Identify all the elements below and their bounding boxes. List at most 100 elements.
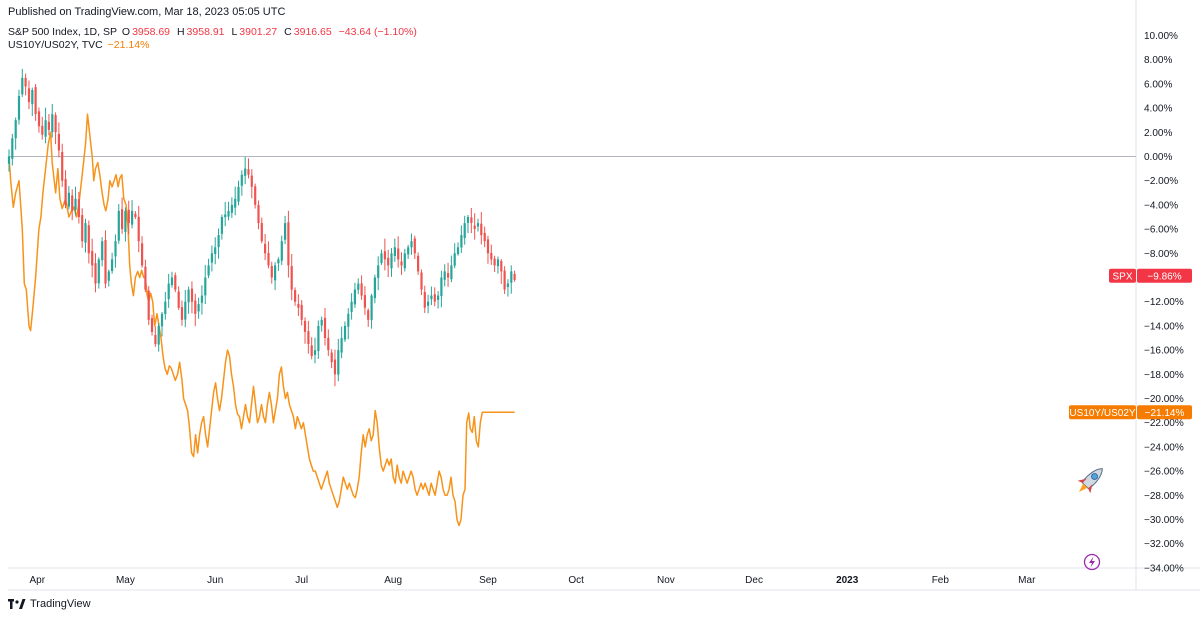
y-tick-label: 0.00% <box>1144 152 1172 163</box>
spx-candle-body <box>453 253 456 266</box>
x-tick-label: Aug <box>384 575 402 586</box>
spx-candle-body <box>397 248 400 260</box>
spx-candle-body <box>473 225 476 230</box>
spx-candle-body <box>383 251 386 260</box>
spx-value-tag-label: −9.86% <box>1147 271 1181 282</box>
y-tick-label: −6.00% <box>1144 225 1178 236</box>
spx-candle-body <box>393 247 396 256</box>
spx-candle-body <box>124 210 127 232</box>
spx-candle-body <box>21 77 24 95</box>
spx-candle-body <box>333 359 337 375</box>
spx-candle-body <box>107 271 110 281</box>
spx-candle-body <box>227 210 230 217</box>
y-tick-label: 6.00% <box>1144 79 1172 90</box>
spx-candle-body <box>41 125 44 135</box>
spx-candle-body <box>190 288 194 302</box>
x-tick-label: Jul <box>295 575 308 586</box>
spx-candle-body <box>460 235 463 248</box>
spx-candle-body <box>463 223 466 238</box>
spx-candle-body <box>111 259 114 271</box>
y-tick-label: −26.00% <box>1144 467 1184 478</box>
spx-candle-body <box>347 313 350 327</box>
spx-candle-body <box>74 198 77 210</box>
y-tick-label: −30.00% <box>1144 515 1184 526</box>
spx-candle-body <box>490 252 493 260</box>
us10y-value-tag <box>1137 405 1192 420</box>
spx-candle-body <box>367 310 370 320</box>
spx-candle-body <box>141 243 144 266</box>
spx-candle-body <box>104 240 107 284</box>
spx-candle-body <box>34 87 37 115</box>
spx-candle-body <box>117 210 120 241</box>
spx-candle-body <box>480 223 483 236</box>
x-tick-label: Nov <box>657 575 675 586</box>
us10y-us02y-line <box>8 113 515 527</box>
spx-candle-body <box>94 263 97 284</box>
spx-candle-body <box>267 253 270 266</box>
footer-brand[interactable]: TradingView <box>8 598 91 610</box>
spx-candle-body <box>343 325 347 340</box>
spx-candle-body <box>270 266 273 278</box>
spx-candle-body <box>443 271 446 280</box>
spx-candle-body <box>410 241 413 248</box>
spx-candle-body <box>170 277 174 285</box>
spx-close: C 3916.65 <box>284 26 332 38</box>
spx-candle-body <box>337 350 340 375</box>
spx-candle-body <box>373 277 376 299</box>
spx-candle-body <box>237 186 240 202</box>
spx-candle-body <box>447 273 450 278</box>
us10y-value: −21.14% <box>107 39 150 51</box>
spx-candle-body <box>81 215 84 242</box>
spx-candle-body <box>274 265 277 281</box>
spx-candle-body <box>91 251 94 266</box>
spx-legend[interactable]: S&P 500 Index, 1D, SP O 3958.69 H 3958.91 … <box>8 26 419 38</box>
y-tick-label: −18.00% <box>1144 370 1184 381</box>
spx-candle-body <box>27 88 31 103</box>
spx-candle-body <box>61 152 64 181</box>
spx-high: H 3958.91 <box>176 26 225 38</box>
spx-candle-body <box>204 277 207 296</box>
spx-candle-body <box>200 295 203 303</box>
spx-candle-body <box>320 319 323 326</box>
y-tick-label: 2.00% <box>1144 128 1172 139</box>
spx-candle-body <box>134 213 137 217</box>
spx-candle-body <box>67 192 70 207</box>
y-tick-label: −20.00% <box>1144 394 1184 405</box>
x-tick-label: Dec <box>745 575 763 586</box>
y-tick-label: −2.00% <box>1144 176 1178 187</box>
spx-candle-body <box>217 235 220 248</box>
spx-candle-body <box>157 325 160 345</box>
y-tick-label: 8.00% <box>1144 55 1172 66</box>
y-tick-label: −14.00% <box>1144 321 1184 332</box>
spx-candle-body <box>54 115 57 133</box>
us10y-legend[interactable]: US10Y/US02Y, TVC −21.14% <box>8 39 151 51</box>
spx-low: L 3901.27 <box>231 26 278 38</box>
spx-candle-body <box>466 217 470 223</box>
spx-candle-body <box>476 223 480 227</box>
lightning-icon[interactable] <box>1083 553 1101 571</box>
spx-candle-body <box>71 195 74 211</box>
spx-candle-body <box>297 303 300 308</box>
spx-candle-body <box>407 247 410 255</box>
spx-candle-body <box>496 259 500 267</box>
spx-candle-body <box>97 259 100 284</box>
spx-candle-body <box>307 331 310 344</box>
us10y-name-tag <box>1069 405 1136 420</box>
x-tick-label: Jun <box>207 575 223 586</box>
spx-candle-body <box>114 241 117 257</box>
spx-open: O 3958.69 <box>121 26 171 38</box>
spx-candle-body <box>357 283 360 290</box>
spx-candle-body <box>440 277 443 297</box>
spx-candle-body <box>184 301 187 320</box>
spx-candle-body <box>300 304 303 320</box>
spx-candle-body <box>323 317 327 338</box>
spx-candle-body <box>24 77 27 87</box>
spx-candle-body <box>131 210 134 225</box>
us10y-name-tag-label: US10Y/US02Y <box>1069 408 1135 419</box>
spx-candle-body <box>7 156 11 164</box>
spx-candle-body <box>483 232 486 242</box>
spx-candle-body <box>360 283 363 296</box>
spx-candle-body <box>503 270 506 290</box>
spx-candle-body <box>197 304 200 312</box>
